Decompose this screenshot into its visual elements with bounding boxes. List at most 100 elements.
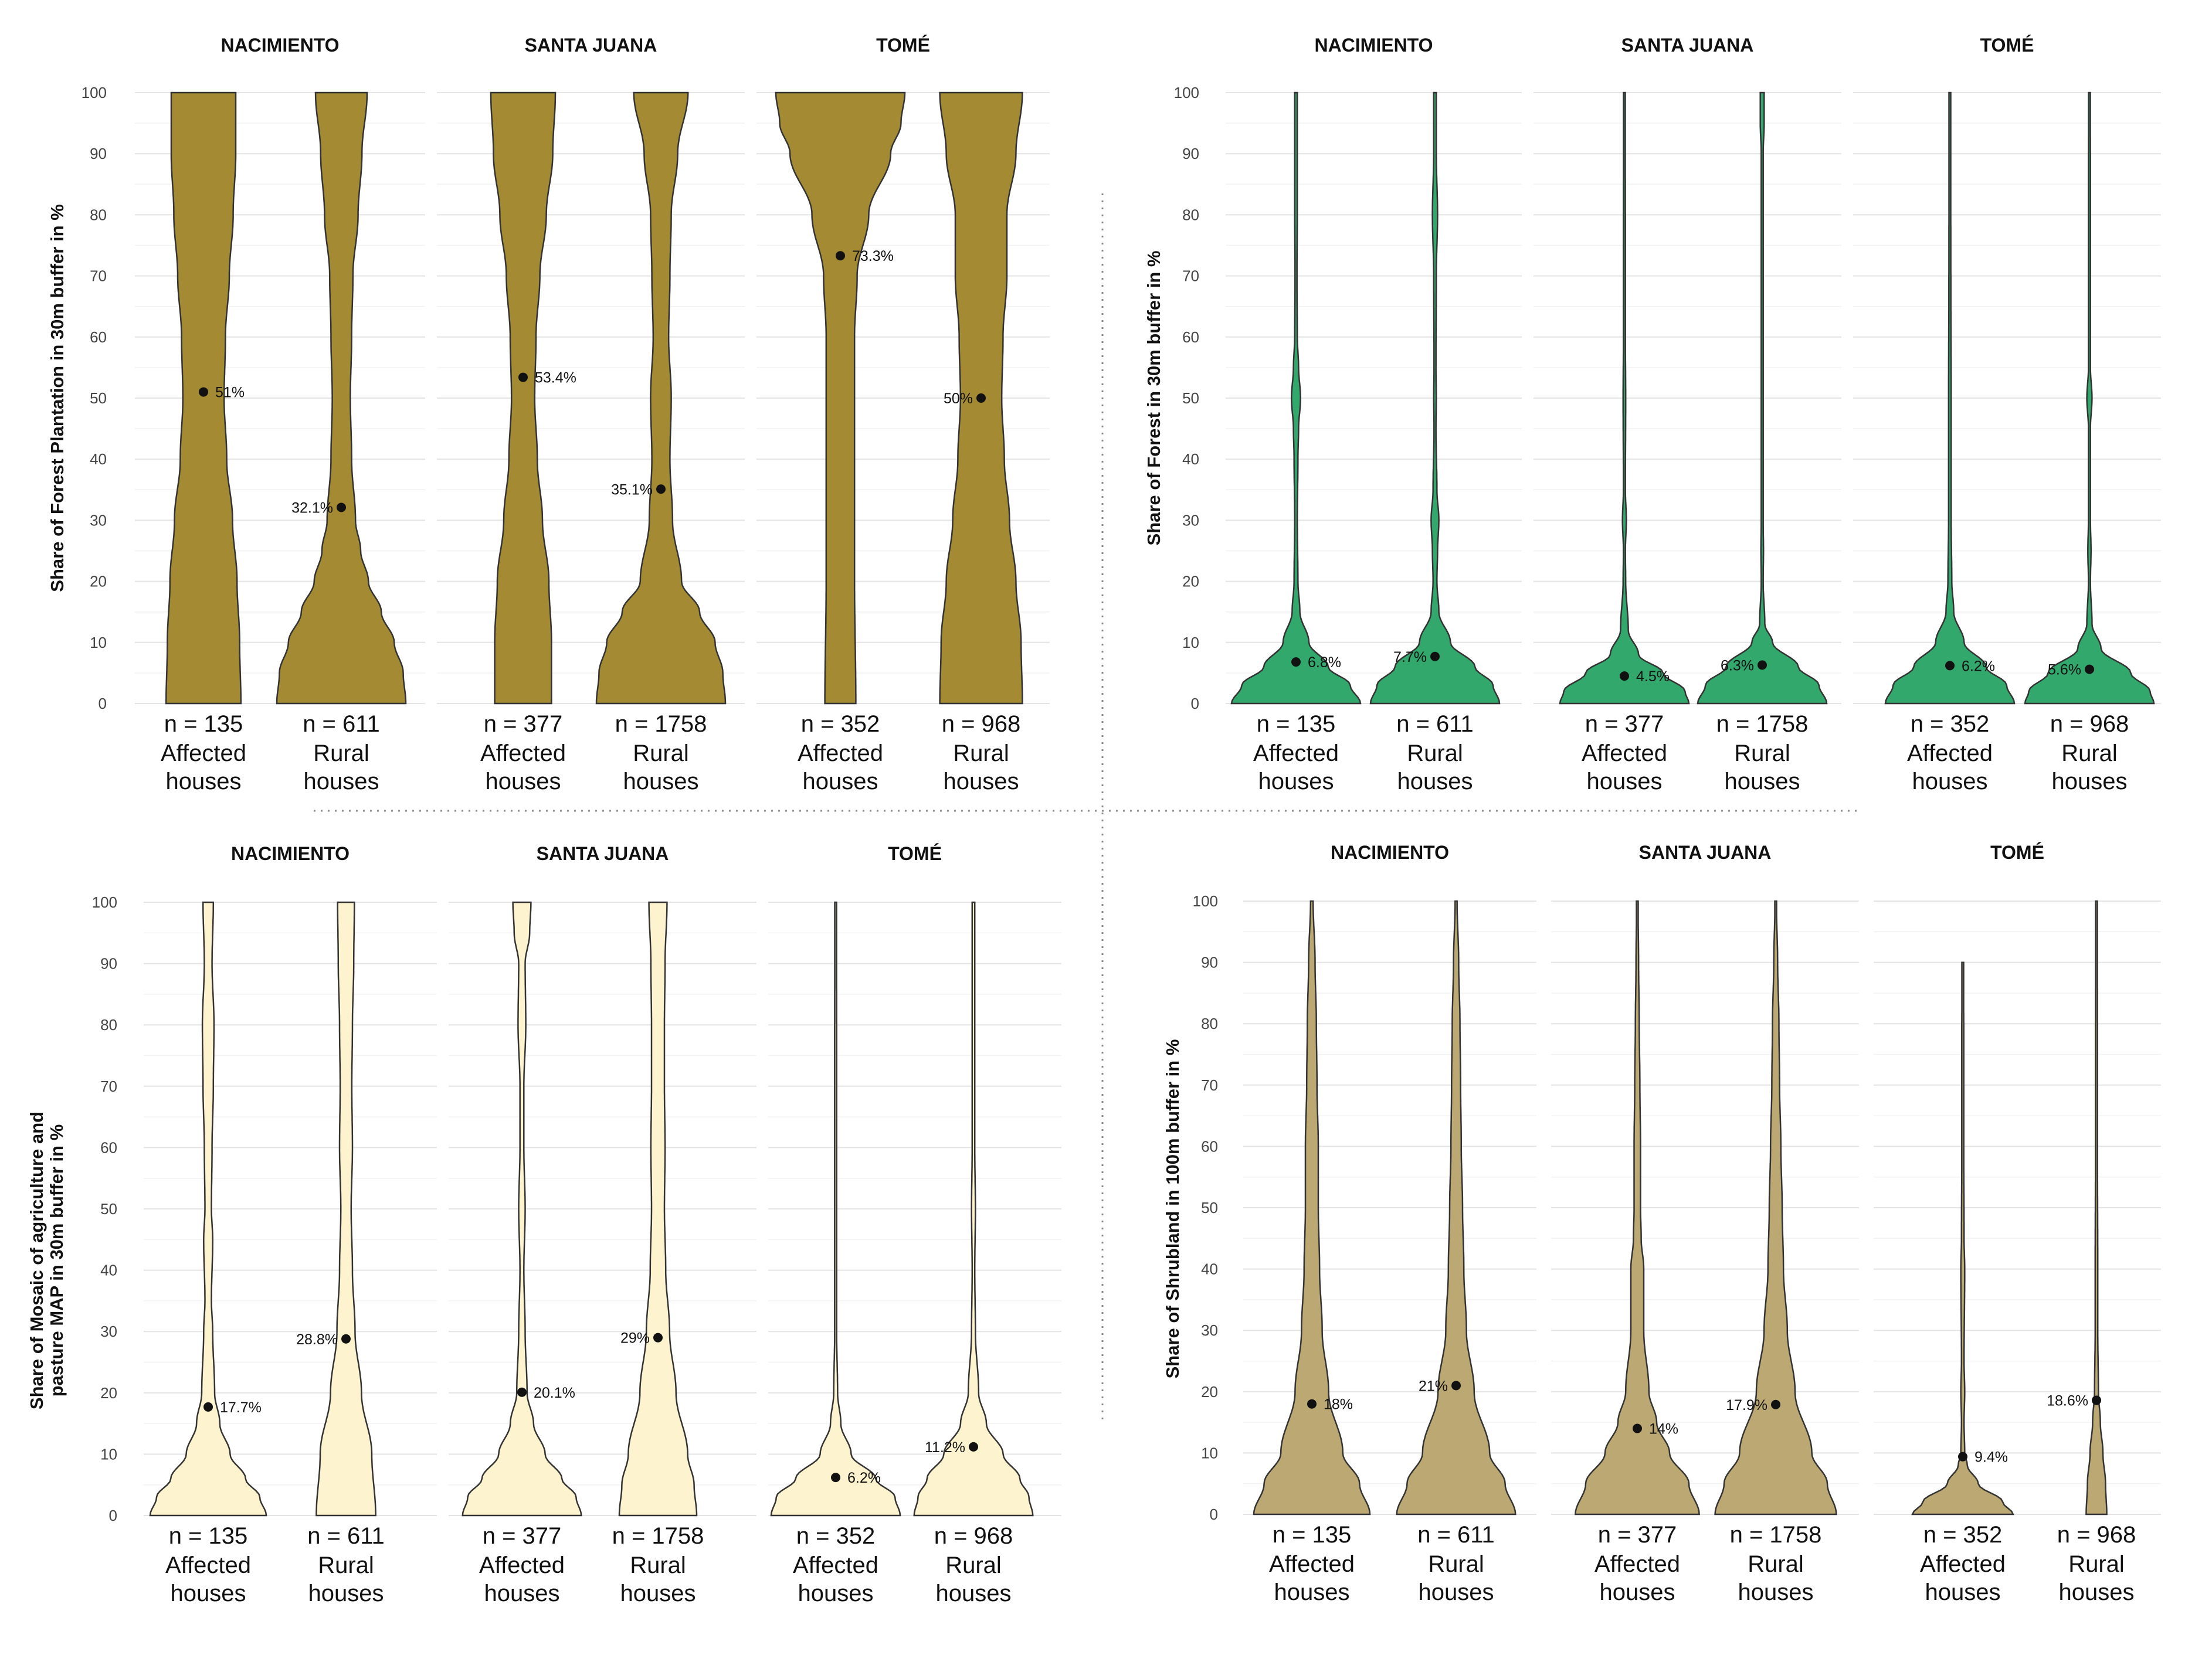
y-tick-label: 100 [1174, 84, 1199, 101]
median-point [517, 1387, 527, 1397]
group-label: Rural [1734, 740, 1790, 766]
violin-group: 6.8% n = 135 Affected houses [1230, 91, 1362, 794]
facet-nacimiento: NACIMIENTO 51% n = 135 Affected houses 32.1% n… [161, 35, 407, 794]
violin-shape [149, 901, 267, 1517]
y-axis-ticks: 0 10 20 30 40 50 60 70 80 90 100 [1193, 892, 1218, 1523]
median-label: 73.3% [852, 248, 894, 264]
group-label: Affected [793, 1552, 878, 1578]
median-point [2092, 1395, 2101, 1405]
facet-tomé: TOMÉ 6.2% n = 352 Affected houses 11.2% n = 96… [770, 843, 1034, 1606]
violin-shape [618, 901, 698, 1517]
group-n-label: n = 352 [801, 711, 880, 737]
y-tick-label: 30 [1182, 511, 1199, 529]
violin-shape [1884, 91, 2016, 705]
y-tick-label: 50 [90, 389, 107, 407]
violin-shape [2085, 900, 2108, 1516]
group-label: Affected [1907, 740, 1993, 766]
group-n-label: n = 352 [796, 1523, 876, 1549]
group-label: Rural [2061, 740, 2118, 766]
violin-shape [490, 91, 557, 705]
y-tick-label: 40 [90, 450, 107, 468]
group-label: Rural [633, 740, 689, 766]
group-label: houses [1419, 1579, 1494, 1605]
group-n-label: n = 611 [307, 1523, 385, 1549]
group-label: Rural [630, 1552, 686, 1578]
median-point [1430, 651, 1440, 661]
y-axis-label: Share of Mosaic of agriculture andpastur… [26, 1112, 67, 1409]
y-tick-label: 10 [1182, 634, 1199, 651]
median-label: 18% [1324, 1396, 1353, 1413]
y-tick-label: 90 [1182, 145, 1199, 162]
y-axis-label: Share of Forest Plantation in 30m buffer… [47, 204, 67, 592]
median-label: 6.8% [1308, 654, 1341, 671]
violin-shape [913, 901, 1034, 1517]
median-label: 5.6% [2048, 662, 2081, 678]
group-n-label: n = 611 [1396, 711, 1474, 737]
violin-group: 20.1% n = 377 Affected houses [462, 901, 582, 1606]
median-label: 4.5% [1636, 668, 1670, 685]
group-label: Affected [161, 740, 246, 766]
violin-shape [2024, 91, 2155, 705]
violin-group: 4.5% n = 377 Affected houses [1559, 91, 1690, 794]
group-n-label: n = 1758 [1716, 711, 1809, 737]
y-tick-label: 0 [109, 1507, 117, 1524]
median-point [1633, 1423, 1642, 1433]
median-label: 7.7% [1393, 649, 1427, 665]
group-label: Affected [1253, 740, 1339, 766]
group-n-label: n = 135 [169, 1523, 248, 1549]
group-n-label: n = 1758 [1730, 1522, 1822, 1548]
y-tick-label: 60 [90, 328, 107, 346]
facet-title: SANTA JUANA [1621, 35, 1754, 56]
median-label: 9.4% [1974, 1449, 2008, 1466]
median-point [203, 1402, 213, 1412]
group-label: Rural [1748, 1551, 1804, 1577]
group-n-label: n = 968 [2057, 1522, 2136, 1548]
median-label: 14% [1649, 1421, 1678, 1438]
facet-title: NACIMIENTO [220, 35, 339, 56]
y-axis-ticks: 0 10 20 30 40 50 60 70 80 90 100 [92, 893, 117, 1524]
y-tick-label: 50 [100, 1200, 117, 1218]
violin-group: 6.3% n = 1758 Rural houses [1697, 91, 1828, 794]
median-point [1451, 1381, 1461, 1391]
y-tick-label: 80 [100, 1016, 117, 1034]
group-label: houses [1258, 769, 1334, 794]
group-n-label: n = 135 [164, 711, 243, 737]
facet-title: SANTA JUANA [1639, 842, 1772, 863]
group-label: Rural [1428, 1551, 1484, 1577]
median-label: 18.6% [2047, 1392, 2088, 1409]
group-label: houses [803, 769, 878, 794]
group-label: Affected [798, 740, 883, 766]
median-point [969, 1442, 978, 1452]
group-label: houses [1738, 1579, 1814, 1605]
group-label: Rural [1407, 740, 1463, 766]
group-n-label: n = 968 [934, 1523, 1013, 1549]
group-n-label: n = 968 [942, 711, 1021, 737]
group-label: Affected [1594, 1551, 1680, 1577]
group-n-label: n = 377 [484, 711, 563, 737]
gridlines [1243, 901, 2161, 1515]
group-n-label: n = 352 [1911, 711, 1990, 737]
y-tick-label: 10 [100, 1445, 117, 1463]
group-label: houses [936, 1581, 1012, 1606]
panel-2: 0 10 20 30 40 50 60 70 80 90 100 Share of Forest in… [1144, 35, 2161, 794]
y-tick-label: 20 [1201, 1383, 1218, 1401]
violin-shape [1396, 900, 1516, 1516]
violin-group: 29% n = 1758 Rural houses [612, 901, 704, 1606]
group-label: Rural [318, 1552, 374, 1578]
gridlines [144, 902, 1061, 1516]
violin-shape [595, 91, 727, 705]
facet-title: TOMÉ [876, 35, 930, 56]
facet-title: NACIMIENTO [231, 843, 350, 864]
group-label: houses [1600, 1579, 1675, 1605]
median-label: 11.2% [925, 1439, 965, 1456]
group-n-label: n = 352 [1923, 1522, 2003, 1548]
y-tick-label: 70 [90, 267, 107, 285]
median-point [836, 251, 845, 261]
